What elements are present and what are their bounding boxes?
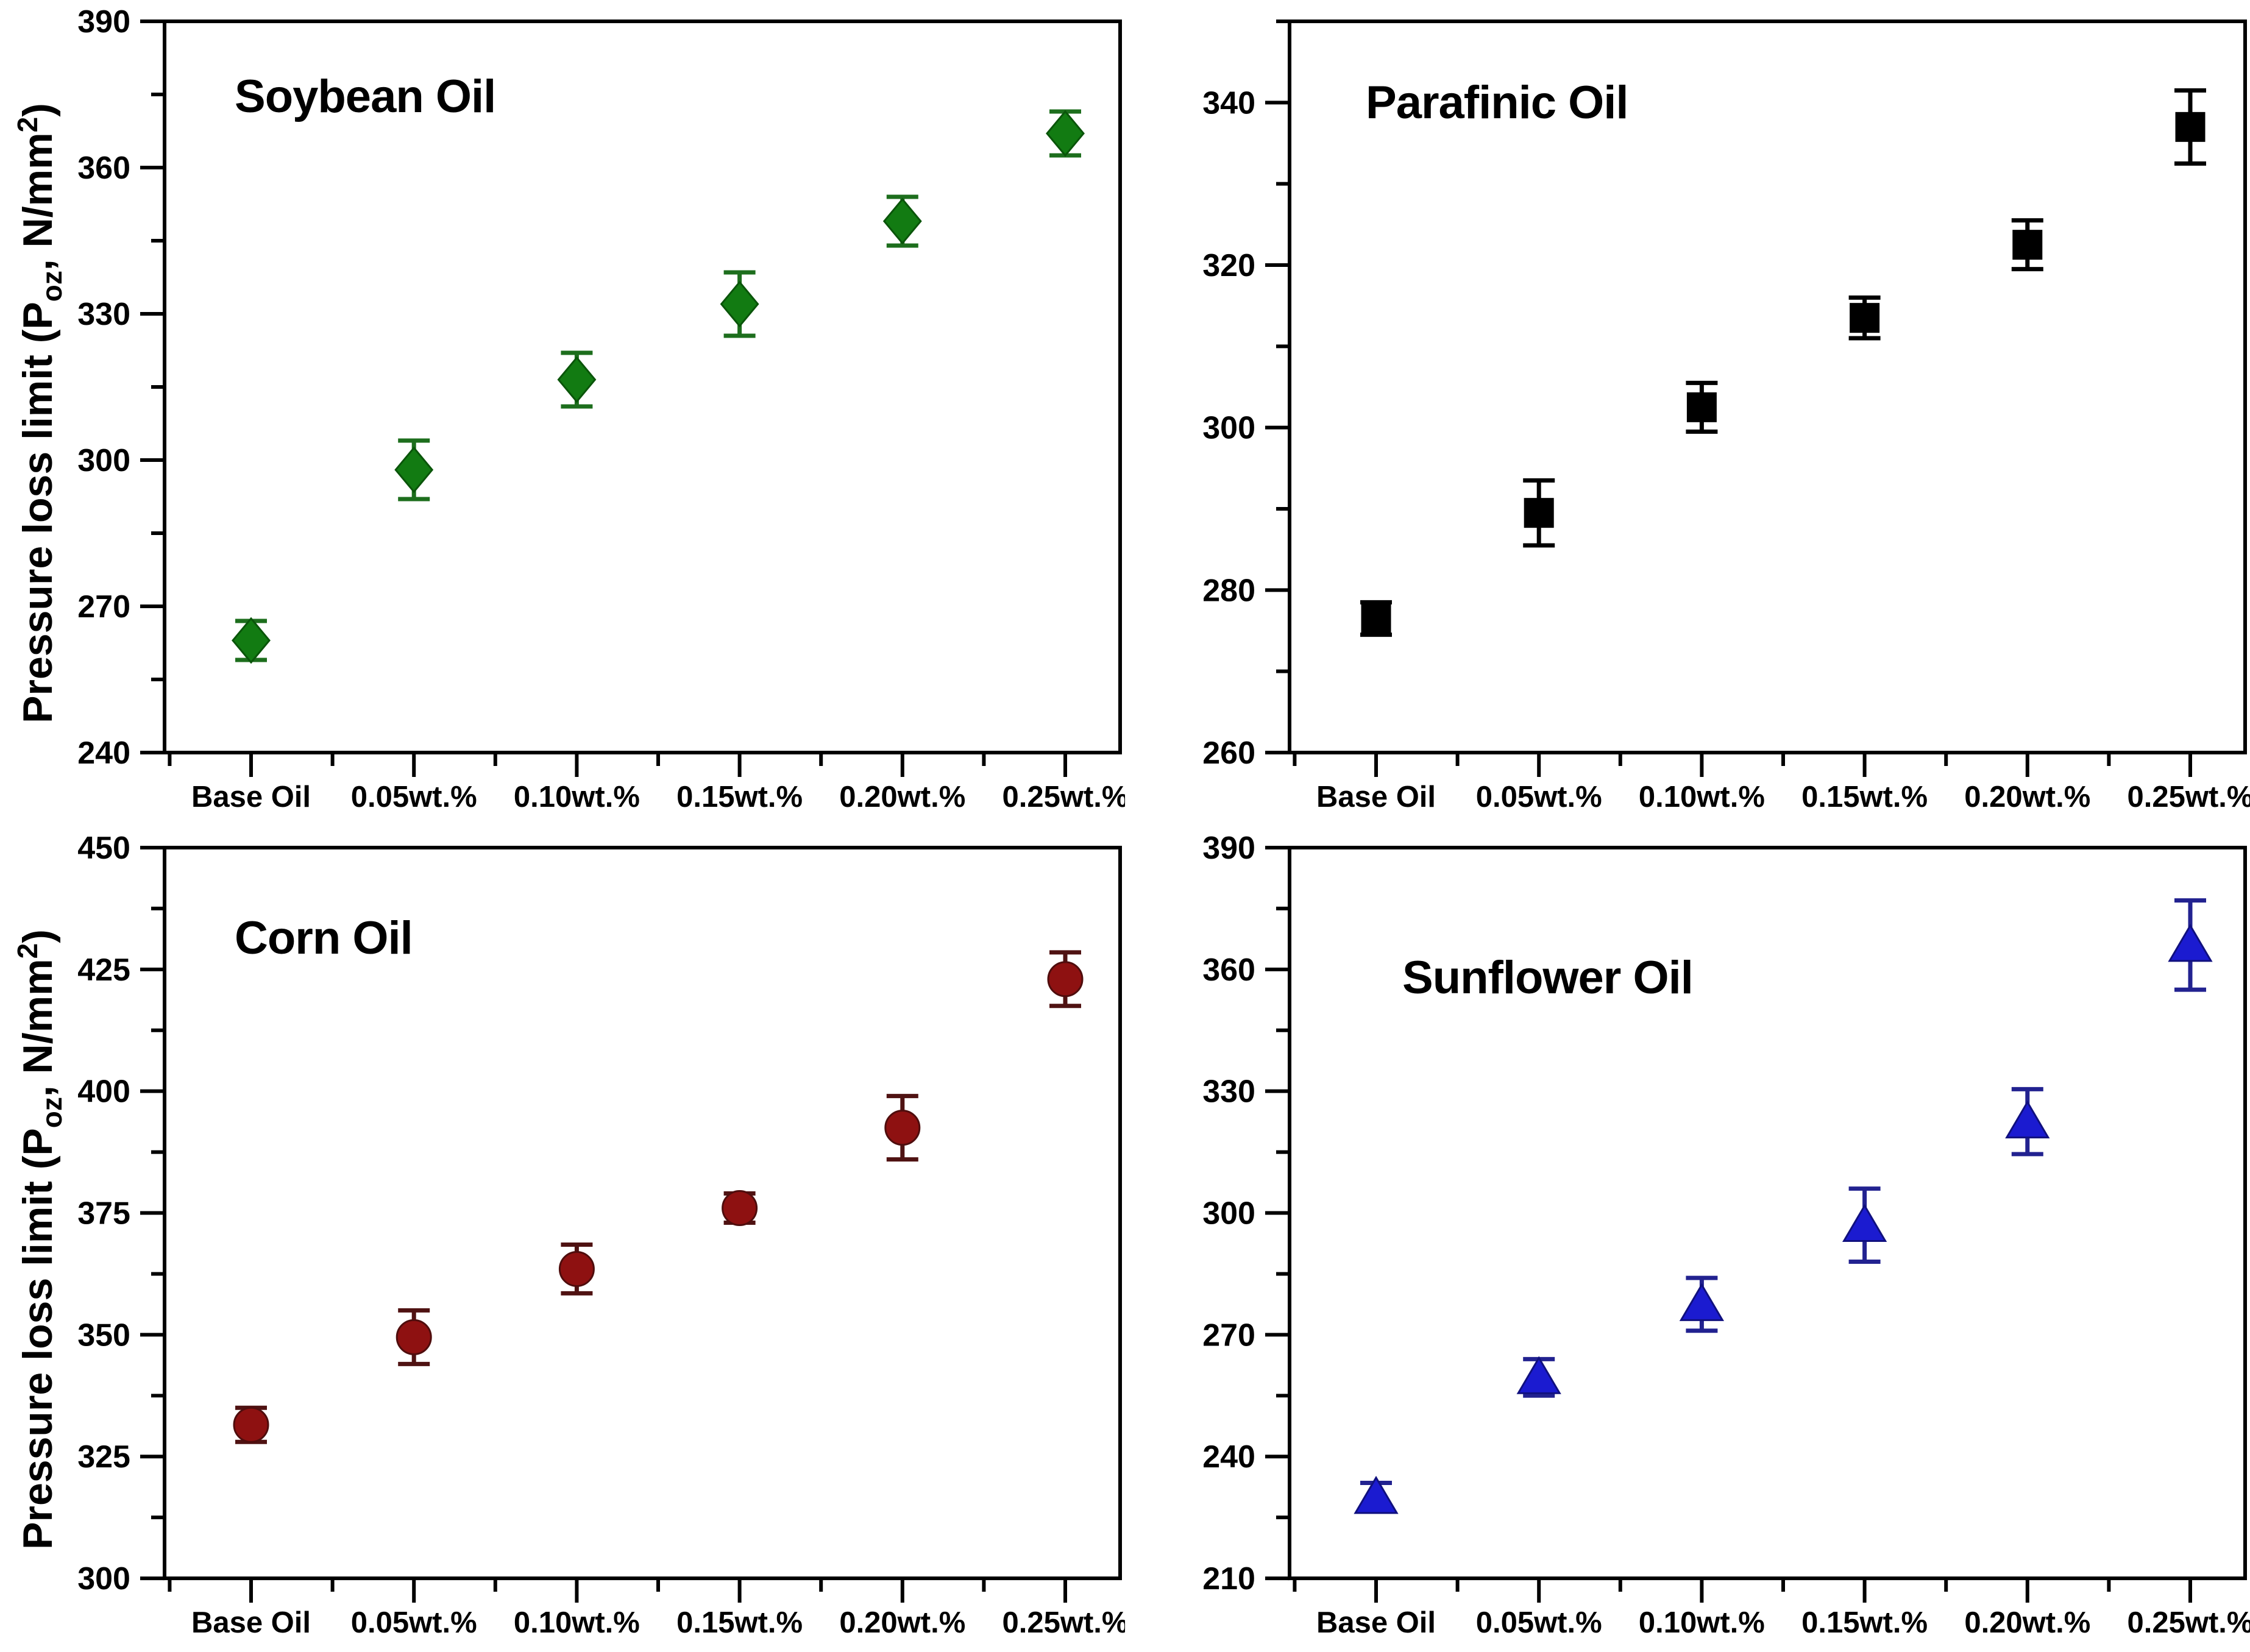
x-tick-label: 0.20wt.%	[839, 781, 965, 814]
diamond-marker	[1046, 110, 1085, 157]
soybean-oil-plot: 240 270 300 330 360 390 Base Oil 0.05wt.% 0.10wt…	[77, 4, 1125, 814]
diamond-marker	[557, 356, 597, 403]
y-tick-label: 240	[1202, 1439, 1255, 1475]
y-tick-label: 280	[1202, 573, 1255, 608]
square-marker	[1686, 392, 1717, 422]
plot-frame	[163, 19, 1122, 754]
circle-marker	[396, 1319, 432, 1355]
chart-title: Parafinic Oil	[1366, 77, 1628, 129]
square-marker	[2012, 230, 2043, 260]
triangle-marker	[1354, 1475, 1399, 1514]
y-tick-label: 330	[1202, 1074, 1255, 1110]
y-tick-label: 325	[77, 1439, 130, 1475]
square-marker	[1361, 603, 1391, 634]
y-tick-label: 360	[77, 151, 130, 186]
x-tick-label: 0.15wt.%	[1801, 781, 1928, 814]
x-tick-label: 0.05wt.%	[1476, 1606, 1602, 1639]
y-tick-label: 390	[1202, 831, 1255, 866]
y-tick-label: 350	[77, 1317, 130, 1353]
x-tick-label: 0.25wt.%	[1003, 1606, 1125, 1639]
y-tick-label: 390	[77, 4, 130, 40]
y-tick-label: 330	[77, 297, 130, 332]
x-tick-label: 0.25wt.%	[2128, 781, 2250, 814]
diamond-marker	[882, 197, 922, 245]
x-tick-label: Base Oil	[191, 1606, 311, 1639]
y-tick-label: 375	[77, 1196, 130, 1232]
corn-oil-chart-panel: 300 325 350 375 400 425 450 Base Oil 0.05wt.% 0.1…	[0, 826, 1125, 1652]
triangle-marker	[2168, 923, 2213, 962]
x-tick-label: 0.20wt.%	[839, 1606, 965, 1639]
x-tick-label: 0.20wt.%	[1964, 1606, 2090, 1639]
x-tick-label: 0.10wt.%	[514, 1606, 640, 1639]
x-tick-label: Base Oil	[1316, 781, 1436, 814]
y-tick-label: 300	[77, 1561, 130, 1597]
diamond-marker	[720, 280, 759, 328]
sunflower-oil-plot: 210 240 270 300 330 360 390 Base Oil 0.05wt.% 0.1…	[1202, 831, 2250, 1639]
x-tick-label: 0.20wt.%	[1964, 781, 2090, 814]
soybean-oil-chart-panel: 240 270 300 330 360 390 Base Oil 0.05wt.% 0.10wt…	[0, 0, 1125, 826]
triangle-marker	[1516, 1356, 1561, 1394]
triangle-marker	[1842, 1204, 1887, 1242]
y-tick-label: 270	[1202, 1317, 1255, 1353]
x-tick-label: 0.15wt.%	[676, 781, 803, 814]
y-tick-label: 450	[77, 831, 130, 866]
circle-marker	[558, 1250, 595, 1287]
x-tick-label: 0.25wt.%	[1003, 781, 1125, 814]
y-tick-label: 400	[77, 1074, 130, 1110]
x-tick-label: 0.05wt.%	[351, 1606, 477, 1639]
y-tick-label: 300	[1202, 1196, 1255, 1232]
corn-oil-plot: 300 325 350 375 400 425 450 Base Oil 0.05wt.% 0.1…	[77, 831, 1125, 1639]
x-tick-label: 0.25wt.%	[2128, 1606, 2250, 1639]
triangle-marker	[1679, 1283, 1725, 1321]
y-tick-label: 260	[1202, 736, 1255, 771]
circle-marker	[884, 1110, 921, 1146]
circle-marker	[233, 1406, 269, 1443]
circle-marker	[722, 1190, 758, 1227]
y-tick-label: 300	[1202, 411, 1255, 446]
x-tick-label: 0.05wt.%	[351, 781, 477, 814]
x-tick-label: 0.10wt.%	[514, 781, 640, 814]
x-tick-label: 0.10wt.%	[1639, 781, 1765, 814]
y-tick-label: 270	[77, 589, 130, 625]
y-tick-label: 210	[1202, 1561, 1255, 1597]
x-tick-label: Base Oil	[1316, 1606, 1436, 1639]
x-tick-label: 0.10wt.%	[1639, 1606, 1765, 1639]
x-tick-label: Base Oil	[191, 781, 311, 814]
y-tick-label: 360	[1202, 952, 1255, 988]
diamond-marker	[232, 617, 271, 664]
sunflower-oil-chart-panel: 210 240 270 300 330 360 390 Base Oil 0.05wt.% 0.1…	[1125, 826, 2250, 1652]
chart-title: Sunflower Oil	[1402, 952, 1694, 1004]
x-tick-label: 0.15wt.%	[676, 1606, 803, 1639]
chart-title: Soybean Oil	[235, 71, 496, 122]
square-marker	[2175, 112, 2206, 142]
y-tick-label: 425	[77, 952, 130, 988]
circle-marker	[1047, 961, 1084, 998]
parafinic-oil-chart-panel: 260 280 300 320 340 Base Oil 0.05wt.% 0.10wt.% 0…	[1125, 0, 2250, 826]
y-tick-label: 340	[1202, 85, 1255, 121]
parafinic-oil-plot: 260 280 300 320 340 Base Oil 0.05wt.% 0.10wt.% 0…	[1202, 19, 2250, 814]
square-marker	[1524, 498, 1554, 528]
x-tick-label: 0.05wt.%	[1476, 781, 1602, 814]
diamond-marker	[394, 446, 434, 494]
y-tick-label: 320	[1202, 248, 1255, 283]
square-marker	[1850, 303, 1880, 333]
x-tick-label: 0.15wt.%	[1801, 1606, 1928, 1639]
y-tick-label: 240	[77, 736, 130, 771]
chart-title: Corn Oil	[235, 912, 413, 964]
triangle-marker	[2005, 1100, 2050, 1139]
y-tick-label: 300	[77, 443, 130, 478]
plot-frame	[1288, 19, 2247, 754]
